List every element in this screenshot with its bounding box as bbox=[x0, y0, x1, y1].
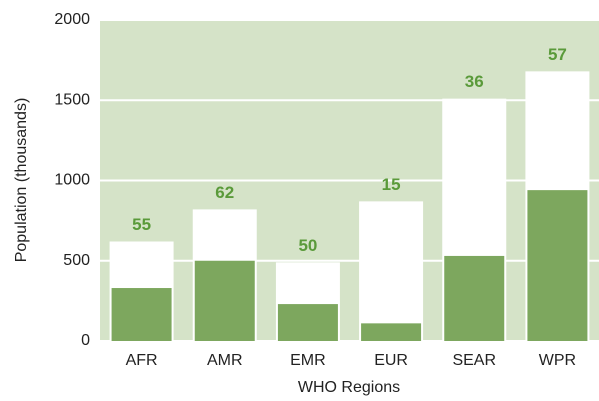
bar bbox=[277, 304, 338, 341]
percent-label: 50 bbox=[298, 236, 317, 255]
x-tick-label: EUR bbox=[374, 352, 408, 369]
x-axis-label: WHO Regions bbox=[298, 379, 400, 396]
bar bbox=[359, 201, 424, 341]
y-tick-label: 500 bbox=[63, 252, 90, 269]
percent-label: 36 bbox=[465, 72, 484, 91]
percent-label: 57 bbox=[548, 45, 567, 64]
x-tick-label: EMR bbox=[290, 352, 326, 369]
percent-label: 62 bbox=[215, 183, 234, 202]
y-tick-label: 1500 bbox=[54, 91, 90, 108]
y-tick-label: 1000 bbox=[54, 172, 90, 189]
y-axis-label: Population (thousands) bbox=[13, 98, 30, 263]
percent-label: 55 bbox=[132, 215, 151, 234]
x-tick-label: WPR bbox=[539, 352, 576, 369]
y-tick-label: 2000 bbox=[54, 11, 90, 28]
bar bbox=[527, 190, 588, 341]
x-tick-label: SEAR bbox=[452, 352, 496, 369]
bar bbox=[444, 255, 505, 341]
bar bbox=[194, 260, 255, 341]
bar bbox=[111, 288, 172, 341]
y-tick-label: 0 bbox=[81, 332, 90, 349]
bar bbox=[361, 323, 422, 341]
x-tick-label: AMR bbox=[207, 352, 243, 369]
x-tick-label: AFR bbox=[126, 352, 158, 369]
percent-label: 15 bbox=[382, 175, 401, 194]
